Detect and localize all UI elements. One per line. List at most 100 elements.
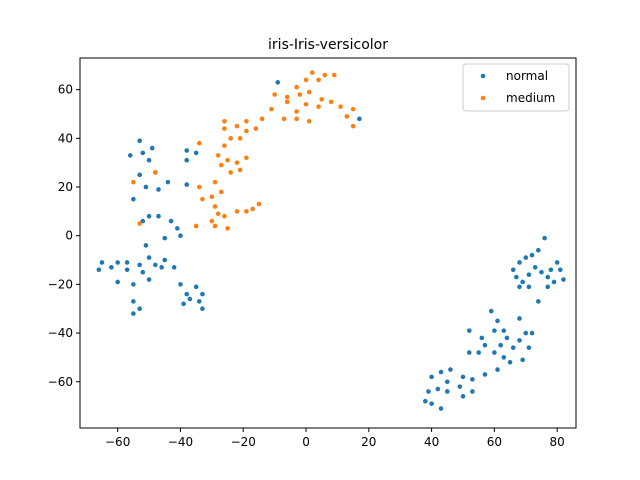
data-point-medium bbox=[244, 128, 249, 134]
data-point-normal bbox=[156, 213, 161, 219]
data-point-medium bbox=[200, 196, 205, 202]
data-point-medium bbox=[253, 126, 259, 131]
data-point-medium bbox=[338, 104, 343, 109]
data-point-normal bbox=[457, 384, 463, 389]
data-point-normal bbox=[526, 284, 532, 290]
y-tick-label: −20 bbox=[48, 277, 73, 291]
data-point-normal bbox=[532, 265, 538, 270]
axis-ticks: −60 −40 −20 0 20 40 60 80 −60 −40 −20 0 20 40 60 bbox=[48, 83, 565, 449]
data-point-medium bbox=[306, 89, 312, 95]
data-point-normal bbox=[492, 350, 497, 355]
series-medium bbox=[131, 70, 356, 231]
legend: normal medium bbox=[462, 63, 570, 112]
data-point-normal bbox=[492, 328, 497, 333]
data-point-normal bbox=[196, 299, 202, 304]
data-point-normal bbox=[495, 318, 500, 324]
data-point-medium bbox=[350, 123, 356, 129]
data-point-medium bbox=[237, 136, 243, 141]
data-point-normal bbox=[539, 269, 544, 275]
y-tick-label: 60 bbox=[58, 83, 73, 97]
data-point-normal bbox=[184, 291, 190, 297]
y-tick-label: −60 bbox=[48, 375, 73, 389]
data-point-medium bbox=[269, 106, 274, 112]
data-point-normal bbox=[146, 213, 152, 219]
data-point-medium bbox=[294, 116, 299, 122]
x-tick-label: 40 bbox=[424, 435, 439, 449]
data-point-medium bbox=[237, 167, 243, 173]
data-point-normal bbox=[438, 369, 444, 375]
data-point-normal bbox=[558, 267, 563, 273]
data-point-normal bbox=[153, 262, 158, 268]
data-point-medium bbox=[193, 223, 199, 229]
data-point-normal bbox=[146, 157, 152, 163]
data-point-normal bbox=[175, 226, 180, 231]
data-point-normal bbox=[435, 386, 441, 392]
data-point-normal bbox=[429, 374, 434, 380]
data-point-normal bbox=[131, 282, 136, 287]
data-point-normal bbox=[517, 316, 522, 321]
data-point-normal bbox=[482, 372, 488, 377]
data-point-medium bbox=[137, 221, 142, 226]
data-point-medium bbox=[319, 97, 325, 102]
data-point-normal bbox=[140, 218, 146, 224]
data-point-medium bbox=[234, 209, 240, 214]
data-point-medium bbox=[234, 123, 240, 129]
data-point-normal bbox=[127, 153, 133, 158]
data-point-normal bbox=[488, 308, 494, 314]
data-point-medium bbox=[284, 99, 290, 105]
data-point-medium bbox=[259, 116, 265, 122]
data-point-medium bbox=[272, 92, 277, 97]
data-point-normal bbox=[470, 389, 475, 394]
plot-area bbox=[96, 70, 566, 411]
data-point-normal bbox=[140, 269, 146, 275]
data-point-normal bbox=[137, 172, 142, 178]
data-point-normal bbox=[561, 277, 566, 282]
data-point-normal bbox=[131, 311, 136, 316]
data-point-medium bbox=[306, 118, 312, 124]
data-point-medium bbox=[331, 72, 337, 78]
data-point-normal bbox=[178, 282, 183, 287]
data-point-medium bbox=[244, 155, 249, 161]
data-point-medium bbox=[303, 101, 309, 107]
data-point-normal bbox=[545, 274, 551, 280]
data-point-normal bbox=[501, 355, 507, 360]
data-point-normal bbox=[146, 277, 152, 282]
data-point-normal bbox=[545, 284, 551, 290]
data-point-medium bbox=[310, 70, 315, 75]
data-point-normal bbox=[460, 374, 466, 380]
data-point-normal bbox=[444, 389, 450, 394]
data-point-medium bbox=[209, 194, 215, 200]
data-point-normal bbox=[523, 330, 529, 336]
data-point-normal bbox=[482, 342, 488, 348]
data-point-medium bbox=[244, 209, 249, 214]
data-point-normal bbox=[517, 260, 522, 265]
data-point-normal bbox=[162, 257, 168, 263]
data-point-normal bbox=[523, 255, 529, 260]
legend-box bbox=[462, 63, 570, 112]
data-point-medium bbox=[212, 204, 218, 209]
data-point-medium bbox=[294, 109, 299, 114]
data-point-medium bbox=[303, 77, 309, 83]
data-point-normal bbox=[146, 255, 152, 260]
data-point-normal bbox=[429, 401, 434, 406]
x-tick-label: 60 bbox=[487, 435, 502, 449]
data-point-normal bbox=[124, 267, 130, 273]
axes-frame bbox=[79, 57, 577, 429]
data-point-normal bbox=[510, 345, 516, 350]
data-point-normal bbox=[156, 187, 161, 192]
chart-title: iris-Iris-versicolor bbox=[268, 37, 388, 53]
data-point-normal bbox=[426, 389, 431, 394]
y-tick-label: 20 bbox=[58, 180, 73, 194]
data-point-normal bbox=[109, 265, 114, 270]
data-point-normal bbox=[200, 306, 205, 312]
data-point-medium bbox=[281, 116, 287, 122]
data-point-normal bbox=[510, 267, 516, 273]
data-point-normal bbox=[184, 182, 190, 187]
data-point-medium bbox=[222, 126, 227, 131]
data-point-normal bbox=[171, 265, 177, 270]
data-point-normal bbox=[184, 157, 190, 163]
data-point-normal bbox=[162, 235, 168, 241]
data-point-medium bbox=[218, 189, 224, 195]
x-tick-label: −40 bbox=[168, 435, 193, 449]
